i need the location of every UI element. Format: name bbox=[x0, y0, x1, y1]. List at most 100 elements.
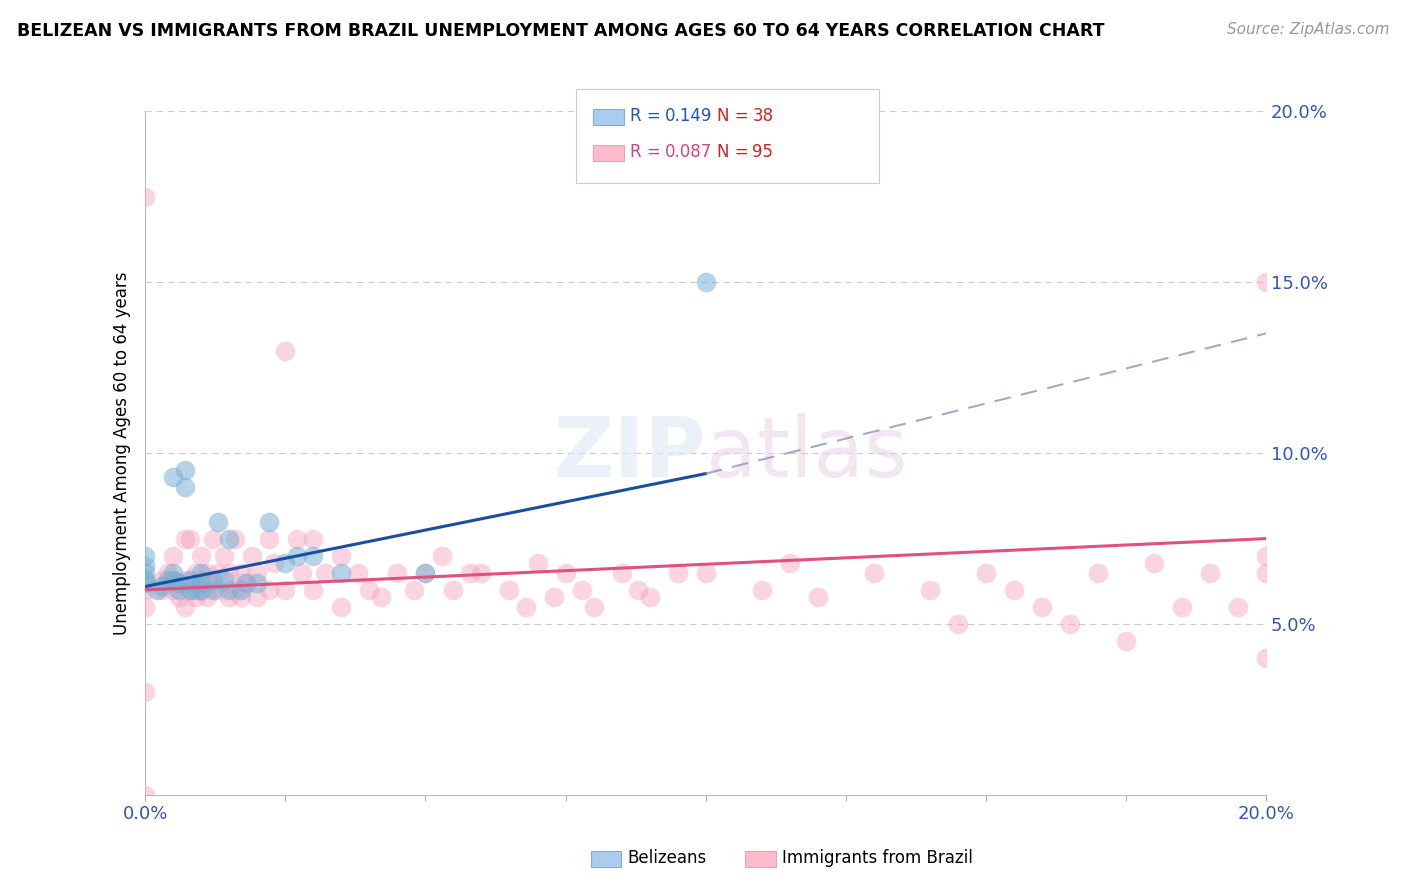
Point bbox=[150, 579, 173, 593]
Point bbox=[302, 549, 325, 563]
Point bbox=[274, 556, 297, 570]
Point bbox=[666, 566, 689, 580]
Point bbox=[162, 566, 184, 580]
Point bbox=[218, 590, 240, 604]
Point bbox=[201, 532, 224, 546]
Point bbox=[627, 582, 650, 597]
Point bbox=[1254, 549, 1277, 563]
Point bbox=[554, 566, 576, 580]
Text: R =: R = bbox=[630, 143, 666, 161]
Text: Immigrants from Brazil: Immigrants from Brazil bbox=[782, 849, 973, 867]
Point bbox=[246, 590, 269, 604]
Point bbox=[150, 573, 173, 587]
Point bbox=[179, 582, 201, 597]
Point bbox=[173, 480, 195, 494]
Point bbox=[498, 582, 520, 597]
Point bbox=[285, 549, 308, 563]
Text: Source: ZipAtlas.com: Source: ZipAtlas.com bbox=[1226, 22, 1389, 37]
Point bbox=[229, 582, 252, 597]
Text: ZIP: ZIP bbox=[553, 413, 706, 493]
Point bbox=[974, 566, 997, 580]
Point bbox=[224, 582, 246, 597]
Point bbox=[218, 582, 240, 597]
Point bbox=[134, 566, 156, 580]
Point bbox=[246, 566, 269, 580]
Point bbox=[207, 582, 229, 597]
Point bbox=[1002, 582, 1025, 597]
Point bbox=[571, 582, 593, 597]
Text: N =: N = bbox=[717, 107, 754, 125]
Point bbox=[370, 590, 392, 604]
Text: 0.149: 0.149 bbox=[665, 107, 713, 125]
Point bbox=[195, 566, 218, 580]
Point bbox=[162, 549, 184, 563]
Point bbox=[543, 590, 565, 604]
Point bbox=[347, 566, 370, 580]
Point bbox=[134, 549, 156, 563]
Point bbox=[314, 566, 336, 580]
Point bbox=[195, 590, 218, 604]
Point bbox=[150, 582, 173, 597]
Point bbox=[443, 582, 465, 597]
Point bbox=[229, 590, 252, 604]
Text: R =: R = bbox=[630, 107, 666, 125]
Point bbox=[582, 599, 605, 614]
Point bbox=[190, 582, 212, 597]
Point bbox=[156, 566, 179, 580]
Point bbox=[404, 582, 426, 597]
Point bbox=[184, 576, 207, 591]
Point bbox=[167, 576, 190, 591]
Point bbox=[162, 582, 184, 597]
Point bbox=[330, 566, 353, 580]
Point bbox=[184, 590, 207, 604]
Point bbox=[1031, 599, 1053, 614]
Point bbox=[470, 566, 492, 580]
Point bbox=[779, 556, 801, 570]
Point bbox=[751, 582, 773, 597]
Point bbox=[359, 582, 381, 597]
Point bbox=[134, 573, 156, 587]
Point bbox=[134, 189, 156, 203]
Point bbox=[240, 549, 263, 563]
Y-axis label: Unemployment Among Ages 60 to 64 years: Unemployment Among Ages 60 to 64 years bbox=[114, 271, 131, 635]
Point bbox=[257, 515, 280, 529]
Point bbox=[173, 573, 195, 587]
Text: 38: 38 bbox=[752, 107, 773, 125]
Point bbox=[807, 590, 830, 604]
Point bbox=[134, 582, 156, 597]
Point bbox=[1143, 556, 1166, 570]
Point bbox=[190, 549, 212, 563]
Point bbox=[235, 576, 257, 591]
Point bbox=[330, 549, 353, 563]
Point bbox=[173, 532, 195, 546]
Point bbox=[263, 556, 285, 570]
Point bbox=[229, 566, 252, 580]
Point bbox=[1171, 599, 1194, 614]
Point bbox=[458, 566, 481, 580]
Point bbox=[207, 566, 229, 580]
Point bbox=[330, 599, 353, 614]
Point bbox=[134, 558, 156, 573]
Point bbox=[212, 549, 235, 563]
Point bbox=[167, 576, 190, 591]
Text: Belizeans: Belizeans bbox=[627, 849, 706, 867]
Point bbox=[1115, 634, 1137, 648]
Point bbox=[918, 582, 941, 597]
Point bbox=[1059, 617, 1081, 632]
Point bbox=[235, 576, 257, 591]
Point bbox=[184, 566, 207, 580]
Point bbox=[302, 532, 325, 546]
Point bbox=[610, 566, 633, 580]
Point bbox=[134, 685, 156, 699]
Point bbox=[1254, 651, 1277, 665]
Point bbox=[246, 576, 269, 591]
Point bbox=[179, 532, 201, 546]
Point bbox=[302, 582, 325, 597]
Point bbox=[145, 582, 167, 597]
Point bbox=[207, 515, 229, 529]
Point bbox=[179, 573, 201, 587]
Point bbox=[162, 470, 184, 484]
Point bbox=[862, 566, 884, 580]
Text: BELIZEAN VS IMMIGRANTS FROM BRAZIL UNEMPLOYMENT AMONG AGES 60 TO 64 YEARS CORREL: BELIZEAN VS IMMIGRANTS FROM BRAZIL UNEMP… bbox=[17, 22, 1104, 40]
Point bbox=[432, 549, 454, 563]
